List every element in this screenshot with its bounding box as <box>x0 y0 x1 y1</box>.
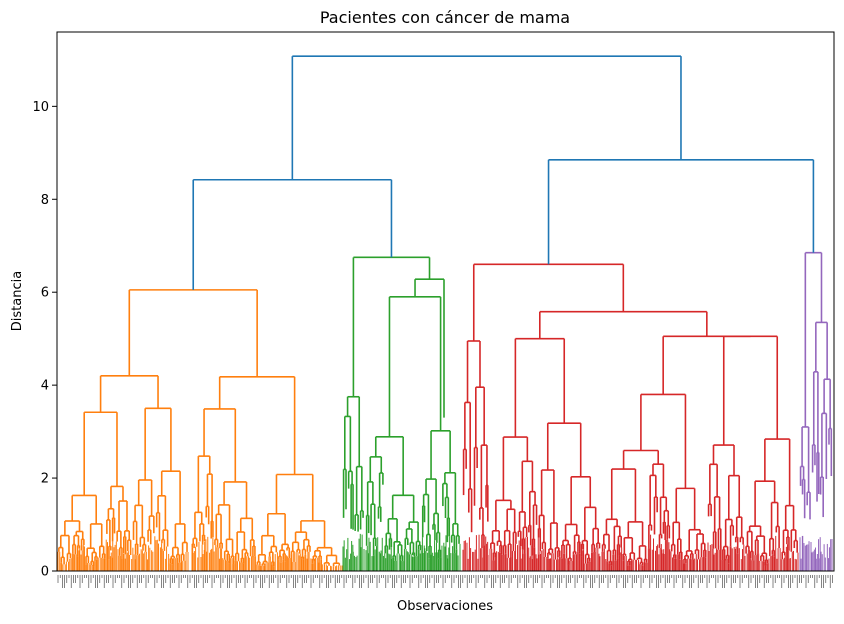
y-tick-label: 4 <box>41 379 49 394</box>
plot-frame <box>56 31 835 572</box>
x-axis-leaf-ticks <box>57 575 833 588</box>
y-tick-label: 10 <box>32 100 49 115</box>
y-tick-label: 6 <box>41 286 49 301</box>
y-tick-label: 2 <box>41 472 49 487</box>
dendrogram-links <box>57 55 833 571</box>
y-tick-label: 0 <box>41 565 49 580</box>
chart-title: Pacientes con cáncer de mama <box>320 8 570 27</box>
y-axis: 0 2 4 6 8 10 <box>32 100 57 580</box>
y-tick-label: 8 <box>41 193 49 208</box>
x-axis-label: Observaciones <box>397 599 493 614</box>
y-axis-label: Distancia <box>10 271 25 331</box>
